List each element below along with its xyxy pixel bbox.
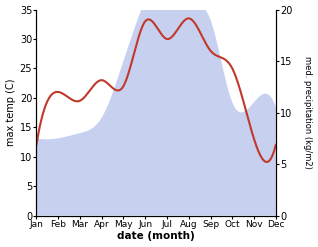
- Y-axis label: med. precipitation (kg/m2): med. precipitation (kg/m2): [303, 56, 313, 169]
- Y-axis label: max temp (C): max temp (C): [5, 79, 16, 146]
- X-axis label: date (month): date (month): [117, 231, 195, 242]
